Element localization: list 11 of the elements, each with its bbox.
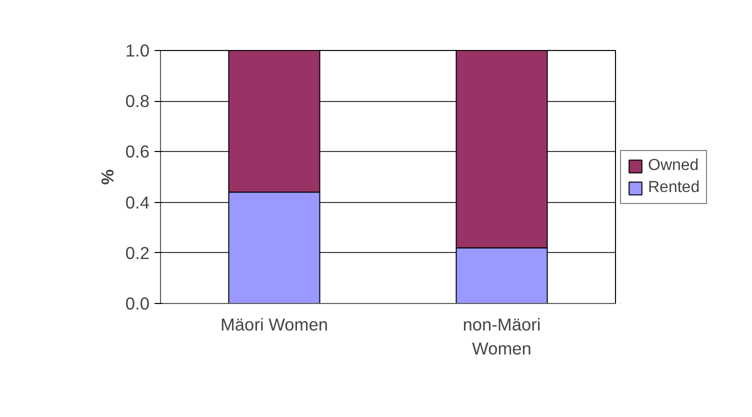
- x-tick-label: Mäori Women: [220, 314, 328, 334]
- legend-label: Owned: [648, 156, 699, 174]
- legend-label: Rented: [648, 178, 700, 196]
- y-tick-label: 0.4: [125, 192, 150, 212]
- y-tick-label: 0.0: [125, 294, 150, 314]
- y-axis-title: %: [97, 169, 118, 185]
- y-tick-label: 0.8: [125, 91, 150, 112]
- y-tick-label: 0.2: [125, 242, 150, 263]
- x-tick-label: non-Mäori Women: [462, 314, 541, 358]
- y-tick-label: 0.6: [125, 142, 150, 162]
- y-tick-label: 1.0: [125, 40, 150, 60]
